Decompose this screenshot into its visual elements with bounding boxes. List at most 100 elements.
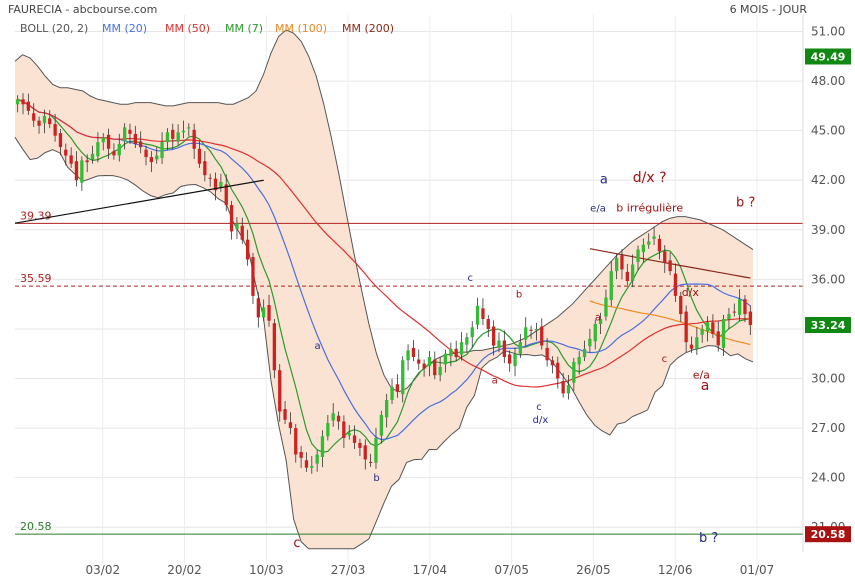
price-tag-label: 33.24	[811, 319, 846, 332]
candle-body	[363, 445, 367, 460]
wave-annotation: b ?	[699, 531, 718, 546]
candle	[21, 93, 25, 115]
candle	[475, 297, 480, 329]
candle-body	[427, 357, 432, 367]
candle	[133, 125, 137, 149]
candle	[385, 393, 389, 428]
candle-body	[534, 328, 539, 331]
candle	[705, 316, 710, 342]
candle	[684, 305, 688, 353]
candle-body	[711, 322, 715, 334]
candle-body	[475, 305, 480, 325]
candle-body	[272, 323, 276, 371]
legend-item: MM (50)	[165, 22, 211, 35]
candle-body	[85, 160, 89, 163]
candle	[363, 439, 367, 470]
x-tick-label: 12/06	[658, 563, 693, 577]
candle	[213, 172, 218, 201]
y-tick-label: 36.00	[811, 272, 845, 286]
candle-body	[732, 311, 736, 313]
candle	[518, 334, 522, 358]
candle	[96, 132, 100, 163]
candle-body	[577, 357, 581, 365]
candle	[417, 349, 421, 370]
wave-annotation: c	[293, 536, 300, 551]
candle	[336, 411, 341, 430]
candle	[267, 294, 271, 327]
candle	[294, 423, 298, 463]
candle-body	[336, 415, 341, 422]
candle-body	[481, 308, 485, 319]
candle-body	[588, 338, 592, 347]
candle	[588, 328, 592, 353]
candle-body	[187, 127, 191, 129]
candle-body	[358, 442, 362, 448]
candle-body	[411, 347, 416, 357]
wave-annotation: a	[492, 376, 498, 387]
candle	[112, 143, 116, 160]
candle-body	[508, 354, 512, 364]
candle	[534, 322, 539, 341]
candle-body	[229, 205, 234, 232]
candle-body	[117, 143, 121, 156]
candle-body	[524, 327, 528, 340]
candle-body	[80, 160, 84, 183]
candle-body	[240, 225, 244, 240]
candle	[598, 312, 603, 335]
candle-body	[582, 348, 587, 358]
candle	[246, 229, 250, 266]
wave-annotation: c	[662, 354, 668, 365]
candle	[74, 151, 79, 187]
candle	[149, 150, 153, 173]
candle	[738, 289, 742, 322]
candle	[663, 245, 667, 273]
candle-body	[454, 348, 458, 358]
wave-annotation: a	[701, 378, 710, 394]
candle-body	[679, 295, 683, 315]
level-label: 39.39	[20, 209, 52, 222]
candle-body	[58, 133, 63, 148]
candle	[572, 357, 576, 391]
candle-body	[470, 327, 474, 338]
candle-body	[165, 132, 170, 143]
candle-body	[513, 353, 517, 367]
wave-annotation: e/a	[693, 369, 710, 382]
candle-body	[465, 337, 469, 345]
candle	[657, 234, 662, 260]
candle	[609, 261, 613, 307]
candle	[181, 120, 186, 139]
y-tick-label: 45.00	[811, 124, 845, 138]
candle-body	[369, 461, 373, 463]
candle-body	[721, 319, 726, 348]
candle	[582, 340, 587, 362]
wave-annotation: c	[536, 402, 542, 413]
candle	[155, 147, 159, 164]
candle	[524, 317, 528, 346]
candle-body	[267, 305, 271, 321]
candle-body	[390, 386, 394, 400]
bollinger-band	[14, 29, 754, 550]
candle-body	[663, 251, 667, 263]
candle	[123, 123, 127, 150]
bollinger-lower	[14, 137, 754, 550]
candle-body	[16, 99, 20, 105]
legend-item: MM (20)	[102, 22, 148, 35]
candle-body	[545, 347, 549, 361]
candle	[577, 350, 581, 375]
support-trendline	[14, 179, 264, 224]
candle	[481, 298, 485, 326]
candle-body	[593, 324, 597, 342]
bollinger-fill	[15, 29, 753, 549]
candle-body	[529, 329, 533, 331]
candle	[625, 263, 629, 286]
candle-body	[695, 337, 699, 349]
candle	[561, 372, 565, 398]
y-tick-label: 48.00	[811, 74, 845, 88]
candle-body	[133, 134, 137, 144]
candle	[508, 350, 512, 372]
wave-annotation: a	[600, 173, 608, 188]
candle	[443, 349, 448, 373]
candle-body	[625, 271, 629, 281]
candle	[240, 217, 244, 244]
